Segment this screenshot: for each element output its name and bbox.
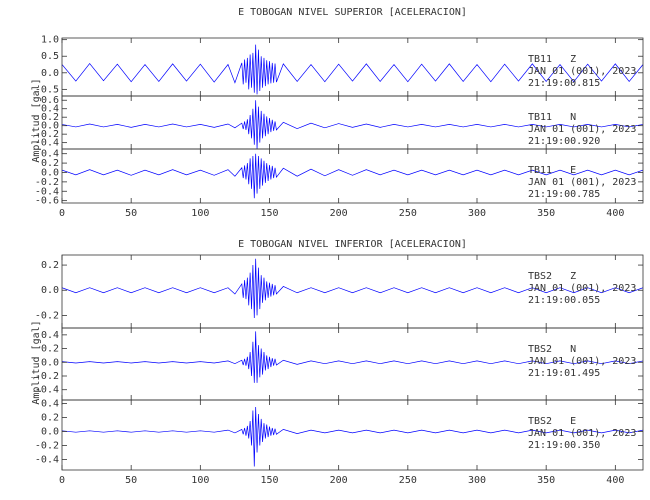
y-tick-label: 0.0 bbox=[41, 167, 59, 178]
y-tick-label: 0.4 bbox=[41, 104, 59, 115]
x-tick-label: 0 bbox=[59, 475, 65, 486]
station-label: TB11 E bbox=[528, 165, 576, 176]
y-tick-label: -0.4 bbox=[35, 385, 59, 396]
x-tick-label: 100 bbox=[191, 475, 209, 486]
station-label: TBS2 Z bbox=[528, 271, 576, 282]
x-tick-label: 200 bbox=[330, 475, 348, 486]
date-label: JAN 01 (001), 2023 bbox=[528, 124, 636, 135]
y-tick-label: -0.2 bbox=[35, 441, 59, 452]
waveform bbox=[62, 406, 643, 467]
panel-frame bbox=[61, 148, 644, 204]
x-tick-label: 400 bbox=[606, 208, 624, 219]
y-tick-label: 0.4 bbox=[41, 330, 59, 341]
y-tick-label: -0.4 bbox=[35, 186, 59, 197]
y-axis-label: Amplitud [gal] bbox=[31, 320, 42, 404]
x-tick-label: 250 bbox=[399, 475, 417, 486]
y-tick-label: -0.2 bbox=[35, 129, 59, 140]
date-label: JAN 01 (001), 2023 bbox=[528, 428, 636, 439]
station-label: TB11 Z bbox=[528, 54, 576, 65]
y-tick-label: 0.2 bbox=[41, 260, 59, 271]
y-tick-label: -0.2 bbox=[35, 371, 59, 382]
x-tick-label: 150 bbox=[260, 208, 278, 219]
time-label: 21:19:00.350 bbox=[528, 440, 600, 451]
waveform bbox=[62, 100, 643, 149]
y-tick-label: -0.6 bbox=[35, 196, 59, 207]
time-label: 21:19:01.495 bbox=[528, 368, 600, 379]
x-tick-label: 300 bbox=[468, 475, 486, 486]
waveform bbox=[62, 258, 643, 318]
time-label: 21:19:00.055 bbox=[528, 295, 600, 306]
x-tick-label: 350 bbox=[537, 208, 555, 219]
chart-title: E TOBOGAN NIVEL INFERIOR [ACELERACION] bbox=[238, 239, 467, 250]
x-tick-label: 0 bbox=[59, 208, 65, 219]
y-tick-label: 0.2 bbox=[41, 413, 59, 424]
y-tick-label: -0.4 bbox=[35, 455, 59, 466]
y-tick-label: 0.0 bbox=[41, 285, 59, 296]
y-tick-label: -0.4 bbox=[35, 138, 59, 149]
y-tick-label: -0.2 bbox=[35, 177, 59, 188]
time-label: 21:19:00.920 bbox=[528, 136, 600, 147]
waveform bbox=[62, 331, 643, 383]
y-tick-label: 0.0 bbox=[41, 121, 59, 132]
date-label: JAN 01 (001), 2023 bbox=[528, 66, 636, 77]
y-tick-label: 0.2 bbox=[41, 158, 59, 169]
x-tick-label: 250 bbox=[399, 208, 417, 219]
y-tick-label: -0.2 bbox=[35, 310, 59, 321]
y-tick-label: 0.0 bbox=[41, 427, 59, 438]
y-tick-label: 0.2 bbox=[41, 344, 59, 355]
x-tick-label: 100 bbox=[191, 208, 209, 219]
y-tick-label: -0.5 bbox=[35, 84, 59, 95]
date-label: JAN 01 (001), 2023 bbox=[528, 177, 636, 188]
x-tick-label: 50 bbox=[125, 208, 137, 219]
date-label: JAN 01 (001), 2023 bbox=[528, 356, 636, 367]
station-label: TB11 N bbox=[528, 112, 576, 123]
y-tick-label: 0.4 bbox=[41, 399, 59, 410]
station-label: TBS2 E bbox=[528, 416, 576, 427]
x-tick-label: 150 bbox=[260, 475, 278, 486]
time-label: 21:19:00.815 bbox=[528, 78, 600, 89]
x-tick-label: 400 bbox=[606, 475, 624, 486]
station-label: TBS2 N bbox=[528, 344, 576, 355]
x-tick-label: 350 bbox=[537, 475, 555, 486]
waveform bbox=[62, 153, 643, 199]
y-tick-label: 1.0 bbox=[41, 35, 59, 46]
date-label: JAN 01 (001), 2023 bbox=[528, 283, 636, 294]
time-label: 21:19:00.785 bbox=[528, 189, 600, 200]
panel-frame bbox=[61, 399, 644, 471]
y-tick-label: 0.2 bbox=[41, 112, 59, 123]
y-tick-label: 0.0 bbox=[41, 357, 59, 368]
x-tick-label: 300 bbox=[468, 208, 486, 219]
x-tick-label: 200 bbox=[330, 208, 348, 219]
chart-title: E TOBOGAN NIVEL SUPERIOR [ACELERACION] bbox=[238, 7, 467, 18]
y-axis-label: Amplitud [gal] bbox=[31, 78, 42, 162]
y-tick-label: 0.6 bbox=[41, 95, 59, 106]
y-tick-label: 0.5 bbox=[41, 51, 59, 62]
y-tick-label: 0.0 bbox=[41, 68, 59, 79]
waveform bbox=[62, 44, 643, 95]
x-tick-label: 50 bbox=[125, 475, 137, 486]
y-tick-label: 0.4 bbox=[41, 149, 59, 160]
